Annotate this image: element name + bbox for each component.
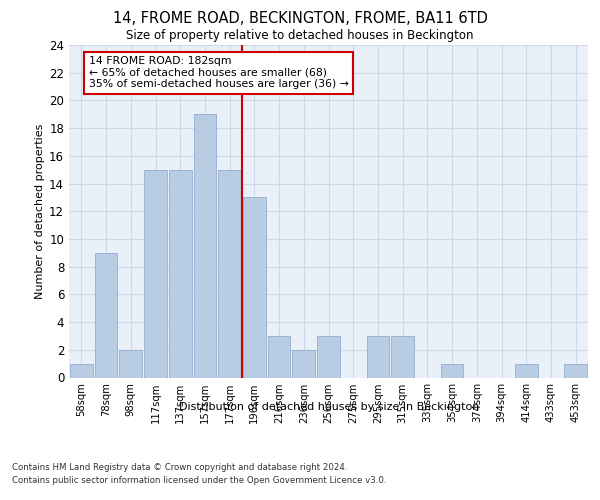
Bar <box>194 114 216 378</box>
Bar <box>268 336 290 378</box>
Bar <box>243 198 266 378</box>
Bar <box>169 170 191 378</box>
Text: Size of property relative to detached houses in Beckington: Size of property relative to detached ho… <box>126 29 474 42</box>
Bar <box>70 364 93 378</box>
Bar <box>564 364 587 378</box>
Bar <box>292 350 315 378</box>
Y-axis label: Number of detached properties: Number of detached properties <box>35 124 45 299</box>
Bar <box>317 336 340 378</box>
Text: Contains public sector information licensed under the Open Government Licence v3: Contains public sector information licen… <box>12 476 386 485</box>
Text: 14, FROME ROAD, BECKINGTON, FROME, BA11 6TD: 14, FROME ROAD, BECKINGTON, FROME, BA11 … <box>113 11 487 26</box>
Text: 14 FROME ROAD: 182sqm
← 65% of detached houses are smaller (68)
35% of semi-deta: 14 FROME ROAD: 182sqm ← 65% of detached … <box>89 56 349 90</box>
Bar <box>515 364 538 378</box>
Bar <box>218 170 241 378</box>
Text: Distribution of detached houses by size in Beckington: Distribution of detached houses by size … <box>179 402 479 412</box>
Bar <box>391 336 414 378</box>
Bar <box>95 253 118 378</box>
Bar <box>441 364 463 378</box>
Text: Contains HM Land Registry data © Crown copyright and database right 2024.: Contains HM Land Registry data © Crown c… <box>12 462 347 471</box>
Bar <box>144 170 167 378</box>
Bar <box>119 350 142 378</box>
Bar <box>367 336 389 378</box>
